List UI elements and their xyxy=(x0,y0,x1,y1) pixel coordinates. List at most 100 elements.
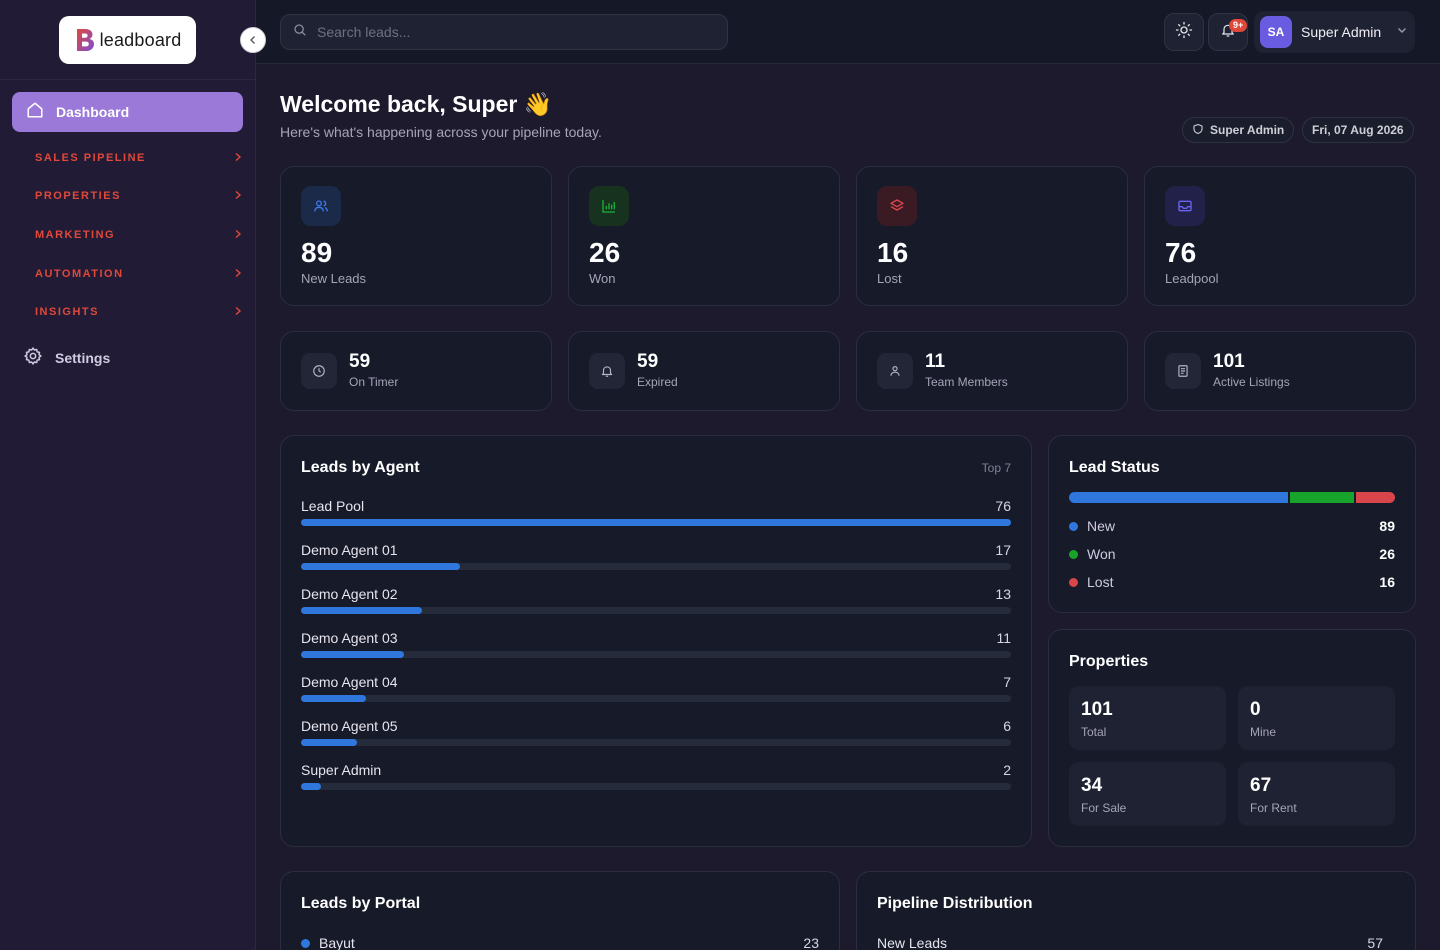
mini-stat-value: 59 xyxy=(349,351,371,372)
agent-bar-track xyxy=(301,563,1011,570)
legend-dot xyxy=(1069,521,1078,531)
agent-name: Lead Pool xyxy=(301,498,365,514)
lead-status-segment xyxy=(1356,492,1395,503)
page-subtitle: Here's what's happening across your pipe… xyxy=(280,124,602,140)
agent-row: Demo Agent 05 6 xyxy=(301,718,1011,752)
sidebar-item-settings[interactable]: Settings xyxy=(23,346,243,369)
agent-bar-track xyxy=(301,695,1011,702)
agent-bar-track xyxy=(301,783,1011,790)
tile-label: Mine xyxy=(1250,725,1277,739)
role-pill-label: Super Admin xyxy=(1210,123,1285,137)
sidebar-item-dashboard[interactable]: Dashboard xyxy=(12,92,243,132)
logo-text: leadboard xyxy=(99,29,182,50)
stat-value: 89 xyxy=(301,237,333,268)
pipeline-distribution-card: Pipeline Distribution New Leads 57 xyxy=(856,871,1416,950)
status-name: Lost xyxy=(1087,574,1114,590)
page-title: Welcome back, Super 👋 xyxy=(280,91,553,117)
sidebar-section-automation[interactable]: AUTOMATION xyxy=(35,264,243,284)
properties-for-rent-tile[interactable]: 67 For Rent xyxy=(1238,762,1395,826)
chevron-right-icon xyxy=(233,303,243,321)
sidebar-section-sales-pipeline[interactable]: SALES PIPELINE xyxy=(35,148,243,168)
sidebar-item-label: Dashboard xyxy=(56,104,130,120)
sidebar-section-label: MARKETING xyxy=(35,229,116,241)
bell-icon xyxy=(589,353,625,389)
sidebar-item-label: Settings xyxy=(55,350,111,366)
chevron-left-icon xyxy=(248,33,258,48)
agent-name: Demo Agent 02 xyxy=(301,586,398,602)
sidebar-section-insights[interactable]: INSIGHTS xyxy=(35,302,243,322)
inbox-icon xyxy=(1165,186,1205,226)
mini-stat-value: 101 xyxy=(1213,351,1245,372)
logo-area: leadboard xyxy=(0,0,255,80)
agent-bar-fill xyxy=(301,651,404,658)
chevron-right-icon xyxy=(233,265,243,283)
sidebar-collapse-button[interactable] xyxy=(240,27,266,53)
agent-bar-track xyxy=(301,739,1011,746)
sidebar-section-marketing[interactable]: MARKETING xyxy=(35,225,243,245)
leads-by-portal-card: Leads by Portal Bayut 23 xyxy=(280,871,840,950)
date-pill-label: Fri, 07 Aug 2026 xyxy=(1312,123,1404,137)
agent-bar-fill xyxy=(301,563,460,570)
top-count-tag: Top 7 xyxy=(981,461,1011,475)
home-icon xyxy=(26,101,44,124)
agent-value: 76 xyxy=(995,498,1011,514)
notifications-button[interactable]: 9+ xyxy=(1208,13,1248,51)
mini-stat-team-members[interactable]: 11 Team Members xyxy=(856,331,1128,411)
lead-status-bar xyxy=(1069,492,1395,503)
clock-icon xyxy=(301,353,337,389)
chevron-right-icon xyxy=(233,226,243,244)
stat-card-leadpool[interactable]: 76 Leadpool xyxy=(1144,166,1416,306)
properties-for-sale-tile[interactable]: 34 For Sale xyxy=(1069,762,1226,826)
logo-mark-icon xyxy=(74,27,96,53)
logo[interactable]: leadboard xyxy=(59,16,196,64)
agent-value: 11 xyxy=(996,630,1011,646)
status-value: 89 xyxy=(1379,518,1395,534)
stat-card-lost[interactable]: 16 Lost xyxy=(856,166,1128,306)
tile-value: 34 xyxy=(1081,775,1103,796)
agent-bar-fill xyxy=(301,783,321,790)
stat-card-won[interactable]: 26 Won xyxy=(568,166,840,306)
user-menu[interactable]: SA Super Admin xyxy=(1254,11,1415,53)
properties-total-tile[interactable]: 101 Total xyxy=(1069,686,1226,750)
agent-bar-track xyxy=(301,519,1011,526)
status-name: New xyxy=(1087,518,1116,534)
stat-label: Won xyxy=(589,271,616,286)
tile-value: 101 xyxy=(1081,699,1113,720)
mini-stat-expired[interactable]: 59 Expired xyxy=(568,331,840,411)
user-name: Super Admin xyxy=(1301,24,1382,40)
pipeline-stage-name: New Leads xyxy=(877,935,948,950)
agent-bar-fill xyxy=(301,739,357,746)
lead-status-row: Lost 16 xyxy=(1069,572,1395,592)
stat-value: 16 xyxy=(877,237,909,268)
chevron-down-icon xyxy=(1396,23,1408,41)
mini-stat-on-timer[interactable]: 59 On Timer xyxy=(280,331,552,411)
agent-row: Lead Pool 76 xyxy=(301,498,1011,532)
legend-dot xyxy=(301,938,310,948)
main-content: Welcome back, Super 👋 Here's what's happ… xyxy=(256,64,1440,950)
mini-stat-active-listings[interactable]: 101 Active Listings xyxy=(1144,331,1416,411)
sidebar-section-properties[interactable]: PROPERTIES xyxy=(35,186,243,206)
tile-label: For Sale xyxy=(1081,801,1127,815)
lead-status-segment xyxy=(1290,492,1354,503)
properties-mine-tile[interactable]: 0 Mine xyxy=(1238,686,1395,750)
agent-row: Super Admin 2 xyxy=(301,762,1011,796)
role-pill: Super Admin xyxy=(1182,117,1295,143)
leads-by-agent-card: Leads by Agent Top 7 Lead Pool 76 Demo Age… xyxy=(280,435,1032,847)
topbar: 9+ SA Super Admin xyxy=(256,0,1440,64)
agent-row: Demo Agent 01 17 xyxy=(301,542,1011,576)
search-input[interactable] xyxy=(317,24,697,40)
mini-stat-label: Expired xyxy=(637,375,678,389)
date-pill: Fri, 07 Aug 2026 xyxy=(1302,117,1414,143)
lead-status-row: Won 26 xyxy=(1069,544,1395,564)
agent-bar-fill xyxy=(301,695,366,702)
chevron-right-icon xyxy=(233,149,243,167)
theme-toggle-button[interactable] xyxy=(1164,13,1204,51)
agent-name: Demo Agent 03 xyxy=(301,630,398,646)
status-value: 16 xyxy=(1379,574,1395,590)
lead-status-card: Lead Status New 89 Won 26 Lost 16 xyxy=(1048,435,1416,613)
search-icon xyxy=(293,23,307,42)
legend-dot xyxy=(1069,549,1078,559)
lead-status-segment xyxy=(1069,492,1288,503)
stat-card-new-leads[interactable]: 89 New Leads xyxy=(280,166,552,306)
mini-stat-label: On Timer xyxy=(349,375,399,389)
